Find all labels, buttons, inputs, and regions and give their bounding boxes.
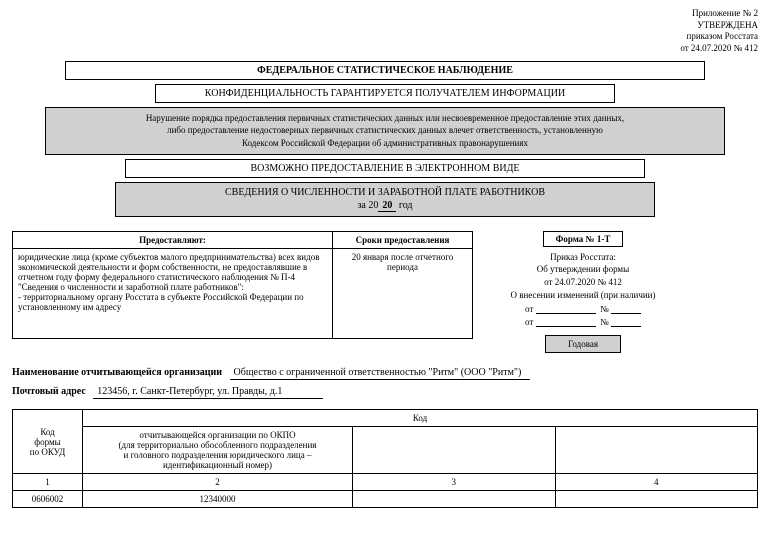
- deadline-header: Сроки предоставления: [333, 231, 473, 248]
- txt: идентификационный номер): [87, 460, 348, 470]
- txt: (для территориально обособленного подраз…: [87, 440, 348, 450]
- empty-header: [353, 427, 556, 474]
- form-line: О внесении изменений (при наличии): [483, 290, 683, 302]
- warning-line: Нарушение порядка предоставления первичн…: [56, 112, 714, 125]
- num-label: №: [600, 317, 609, 327]
- appendix-line: Приложение № 2: [12, 8, 758, 20]
- txt: и головного подразделения юридического л…: [87, 450, 348, 460]
- txt: отчитывающейся организации по ОКПО: [87, 430, 348, 440]
- colnum: 2: [83, 474, 353, 491]
- empty-header: [555, 427, 758, 474]
- num-blank: [611, 304, 641, 314]
- report-year-line: за 2020 год: [122, 200, 648, 212]
- year-prefix: за 20: [357, 200, 378, 211]
- year-suffix: год: [399, 200, 413, 211]
- form-line: Об утверждении формы: [483, 264, 683, 276]
- form-number: Форма № 1-Т: [543, 231, 624, 247]
- appendix-line: приказом Росстата: [12, 31, 758, 43]
- form-line: Приказ Росстата:: [483, 252, 683, 264]
- org-addr-value: 123456, г. Санкт-Петербург, ул. Правды, …: [93, 386, 323, 399]
- info-box: СВЕДЕНИЯ О ЧИСЛЕННОСТИ И ЗАРАБОТНОЙ ПЛАТ…: [115, 182, 655, 217]
- kod-header: Код: [83, 410, 758, 427]
- appendix-block: Приложение № 2 УТВЕРЖДЕНА приказом Росст…: [12, 8, 758, 55]
- providers-header: Предоставляют:: [13, 231, 333, 248]
- info-title: СВЕДЕНИЯ О ЧИСЛЕННОСТИ И ЗАРАБОТНОЙ ПЛАТ…: [122, 187, 648, 198]
- date-row: от №: [483, 317, 683, 327]
- colnum: 3: [353, 474, 556, 491]
- deadline-cell: 20 января после отчетного периода: [333, 248, 473, 338]
- appendix-line: УТВЕРЖДЕНА: [12, 20, 758, 32]
- colnum: 1: [13, 474, 83, 491]
- org-name-value: Общество с ограниченной ответственностью…: [230, 367, 530, 380]
- org-addr-label: Почтовый адрес: [12, 386, 86, 397]
- confidentiality-box: КОНФИДЕНЦИАЛЬНОСТЬ ГАРАНТИРУЕТСЯ ПОЛУЧАТ…: [155, 84, 615, 103]
- ot-label: от: [525, 304, 533, 314]
- org-addr-row: Почтовый адрес 123456, г. Санкт-Петербур…: [12, 386, 758, 399]
- okpo-value: 12340000: [83, 491, 353, 508]
- form-line: от 24.07.2020 № 412: [483, 277, 683, 289]
- colnum: 4: [555, 474, 758, 491]
- codes-table: Код формы по ОКУД Код отчитывающейся орг…: [12, 409, 758, 508]
- txt: формы: [17, 437, 78, 447]
- okud-header: Код формы по ОКУД: [13, 410, 83, 474]
- empty-cell: [353, 491, 556, 508]
- year-value: 20: [378, 200, 396, 212]
- title-box: ФЕДЕРАЛЬНОЕ СТАТИСТИЧЕСКОЕ НАБЛЮДЕНИЕ: [65, 61, 705, 80]
- org-name-row: Наименование отчитывающейся организации …: [12, 367, 758, 380]
- txt: Код: [17, 427, 78, 437]
- okud-value: 0606002: [13, 491, 83, 508]
- org-name-label: Наименование отчитывающейся организации: [12, 367, 222, 378]
- num-blank: [611, 317, 641, 327]
- txt: по ОКУД: [17, 447, 78, 457]
- warning-line: либо предоставление недостоверных первич…: [56, 124, 714, 137]
- num-label: №: [600, 304, 609, 314]
- empty-cell: [555, 491, 758, 508]
- date-blank: [536, 317, 596, 327]
- okpo-header: отчитывающейся организации по ОКПО (для …: [83, 427, 353, 474]
- electronic-box: ВОЗМОЖНО ПРЕДОСТАВЛЕНИЕ В ЭЛЕКТРОННОМ ВИ…: [125, 159, 645, 178]
- date-row: от №: [483, 304, 683, 314]
- providers-cell: юридические лица (кроме субъектов малого…: [13, 248, 333, 338]
- warning-line: Кодексом Российской Федерации об админис…: [56, 137, 714, 150]
- appendix-line: от 24.07.2020 № 412: [12, 43, 758, 55]
- form-box: Форма № 1-Т Приказ Росстата: Об утвержде…: [483, 231, 683, 354]
- warning-box: Нарушение порядка предоставления первичн…: [45, 107, 725, 155]
- annual-box: Годовая: [545, 335, 621, 353]
- ot-label: от: [525, 317, 533, 327]
- providers-table: Предоставляют: Сроки предоставления юрид…: [12, 231, 473, 339]
- date-blank: [536, 304, 596, 314]
